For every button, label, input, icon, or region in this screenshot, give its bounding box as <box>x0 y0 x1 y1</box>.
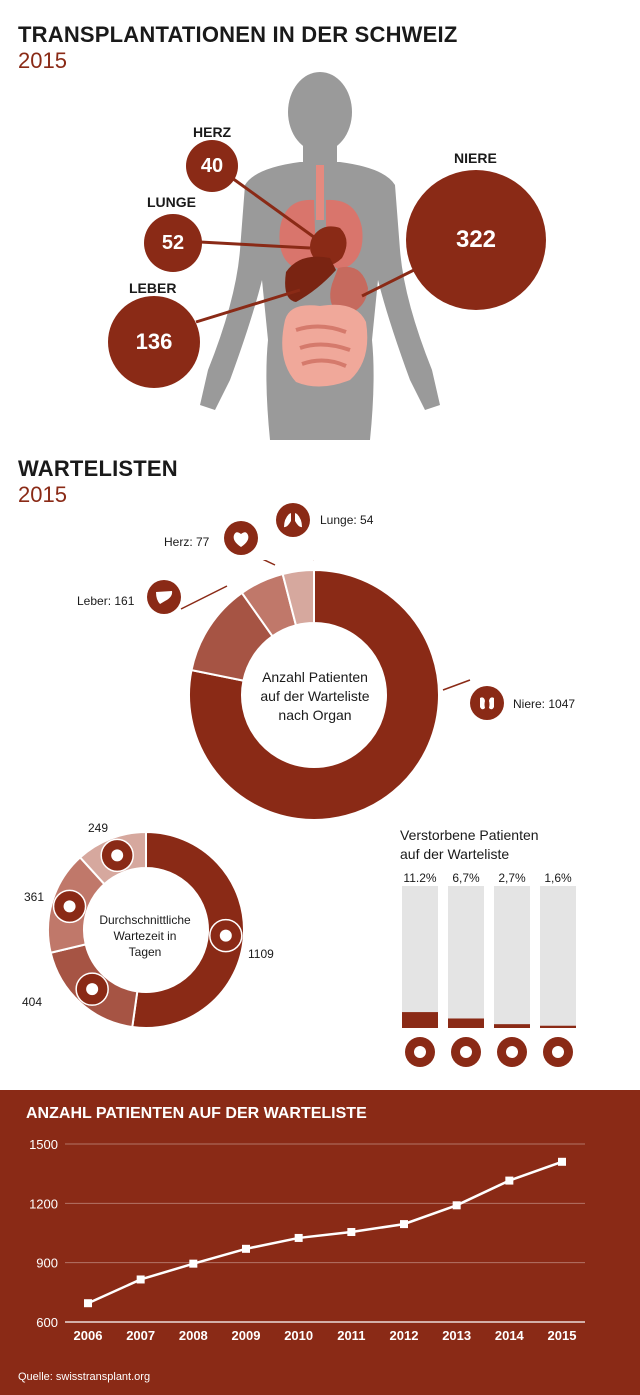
herz-bubble: 40 <box>186 140 238 192</box>
x-tick-label: 2012 <box>390 1328 419 1343</box>
series-line <box>87 1160 563 1305</box>
donut2-center-line2: Wartezeit in <box>113 929 177 943</box>
source-note: Quelle: swisstransplant.org <box>18 1371 151 1383</box>
x-tick-label: 2006 <box>74 1328 103 1343</box>
waitlist-year: 2015 <box>18 482 67 507</box>
deceased-label-2: 2,7% <box>498 871 526 885</box>
x-tick-label: 2013 <box>442 1328 471 1343</box>
data-point <box>558 1157 566 1166</box>
herz-value: 40 <box>200 154 224 177</box>
x-tick-label: 2015 <box>548 1328 577 1343</box>
page-year: 2015 <box>18 48 67 73</box>
deceased-bar-lunge <box>494 1024 530 1028</box>
leber-value: 136 <box>135 329 173 354</box>
heart-icon-glyph <box>414 1046 426 1058</box>
y-tick-label: 900 <box>36 1256 58 1271</box>
wait-herz-value: 361 <box>24 890 45 904</box>
donut2-slice-niere <box>131 830 245 1029</box>
data-point <box>505 1176 514 1185</box>
lunge-value: 52 <box>161 231 185 254</box>
deceased-title: Verstorbene Patienten auf der Warteliste <box>400 826 539 864</box>
kidney-icon <box>470 686 504 720</box>
x-tick-label: 2011 <box>337 1328 365 1343</box>
deceased-bar-bg-2 <box>494 886 530 1028</box>
herz-label: HERZ <box>193 124 232 140</box>
data-point <box>294 1233 303 1242</box>
niere-wait-label: Niere: 1047 <box>513 697 576 711</box>
data-point <box>347 1228 356 1237</box>
y-tick-label: 1500 <box>29 1137 58 1152</box>
x-tick-label: 2007 <box>126 1328 155 1343</box>
x-tick-label: 2010 <box>284 1328 313 1343</box>
data-point <box>136 1275 145 1284</box>
data-point <box>452 1201 461 1210</box>
wait-time-donut-chart <box>47 830 245 1029</box>
body-illustration <box>195 72 440 440</box>
donut1-leader-3 <box>442 679 471 691</box>
donut1-slice-lunge <box>281 568 315 627</box>
donut2-center-text: Durchschnittliche Wartezeit in Tagen <box>84 912 206 960</box>
liver-icon <box>147 580 181 614</box>
deceased-bar-bg-0 <box>402 886 438 1028</box>
kidney-icon-glyph <box>552 1046 564 1058</box>
lunge-bubble: 52 <box>144 214 202 272</box>
kidney-icon-glyph <box>219 929 232 942</box>
niere-label: NIERE <box>454 150 497 166</box>
donut1-center-line1: Anzahl Patienten <box>262 669 368 685</box>
line-chart-title: ANZAHL PATIENTEN AUF DER WARTELISTE <box>26 1105 367 1122</box>
donut1-center-line2: auf der Warteliste <box>260 688 370 704</box>
heart-icon-glyph <box>63 900 76 913</box>
liver-icon-glyph <box>460 1046 472 1058</box>
leber-bubble: 136 <box>108 296 200 388</box>
donut1-leader-1 <box>262 560 276 566</box>
donut1-center-text: Anzahl Patienten auf der Warteliste nach… <box>240 668 390 725</box>
page-title: TRANSPLANTATIONEN IN DER SCHWEIZ <box>18 22 458 47</box>
donut1-slice-niere <box>188 568 440 820</box>
deceased-title-line2: auf der Warteliste <box>400 846 510 862</box>
waitlist-title: WARTELISTEN <box>18 456 178 481</box>
deceased-bar-niere <box>540 1025 576 1028</box>
deceased-title-line1: Verstorbene Patienten <box>400 827 539 843</box>
lung-icon-glyph <box>506 1046 518 1058</box>
wait-leber-value: 249 <box>88 821 109 835</box>
heart-icon <box>224 521 258 555</box>
x-tick-label: 2014 <box>495 1328 525 1343</box>
y-tick-label: 600 <box>36 1315 58 1330</box>
data-point <box>400 1220 408 1229</box>
leber-wait-label: Leber: 161 <box>77 594 135 608</box>
niere-value: 322 <box>455 226 497 253</box>
waitlist-line-chart: 600 900 1200 1500 2006 2007 2008 2009 2010 2011 20… <box>29 1137 585 1343</box>
deceased-label-3: 1,6% <box>544 871 572 885</box>
waitlist-donut-chart <box>180 560 471 820</box>
wait-niere-value: 1109 <box>248 947 274 961</box>
line-chart-panel <box>0 1090 640 1395</box>
data-point <box>84 1299 92 1308</box>
herz-wait-label: Herz: 77 <box>164 535 210 549</box>
deceased-bar-chart: 11.2% 6,7% 2,7% 1,6% <box>402 871 576 1067</box>
data-point <box>242 1244 250 1253</box>
deceased-label-0: 11.2% <box>403 871 436 885</box>
donut1-center-line3: nach Organ <box>278 707 352 723</box>
niere-bubble: 322 <box>406 170 546 310</box>
data-point <box>189 1259 198 1268</box>
donut1-leader-2 <box>180 585 228 610</box>
x-tick-label: 2009 <box>232 1328 261 1343</box>
lunge-wait-label: Lunge: 54 <box>320 513 374 527</box>
deceased-bar-leber <box>448 1018 484 1028</box>
deceased-bar-herz <box>402 1012 438 1028</box>
y-tick-label: 1200 <box>29 1196 58 1211</box>
lunge-label: LUNGE <box>147 194 196 210</box>
donut2-center-line1: Durchschnittliche <box>99 913 191 927</box>
x-tick-label: 2008 <box>179 1328 208 1343</box>
lung-icon <box>276 503 310 537</box>
deceased-label-1: 6,7% <box>452 871 480 885</box>
deceased-bar-bg-1 <box>448 886 484 1028</box>
deceased-bar-bg-3 <box>540 886 576 1028</box>
wait-lunge-value: 404 <box>22 995 43 1009</box>
lung-icon-glyph <box>86 983 99 996</box>
liver-icon-glyph <box>111 849 124 862</box>
leber-label: LEBER <box>129 280 177 296</box>
donut2-center-line3: Tagen <box>128 945 162 959</box>
